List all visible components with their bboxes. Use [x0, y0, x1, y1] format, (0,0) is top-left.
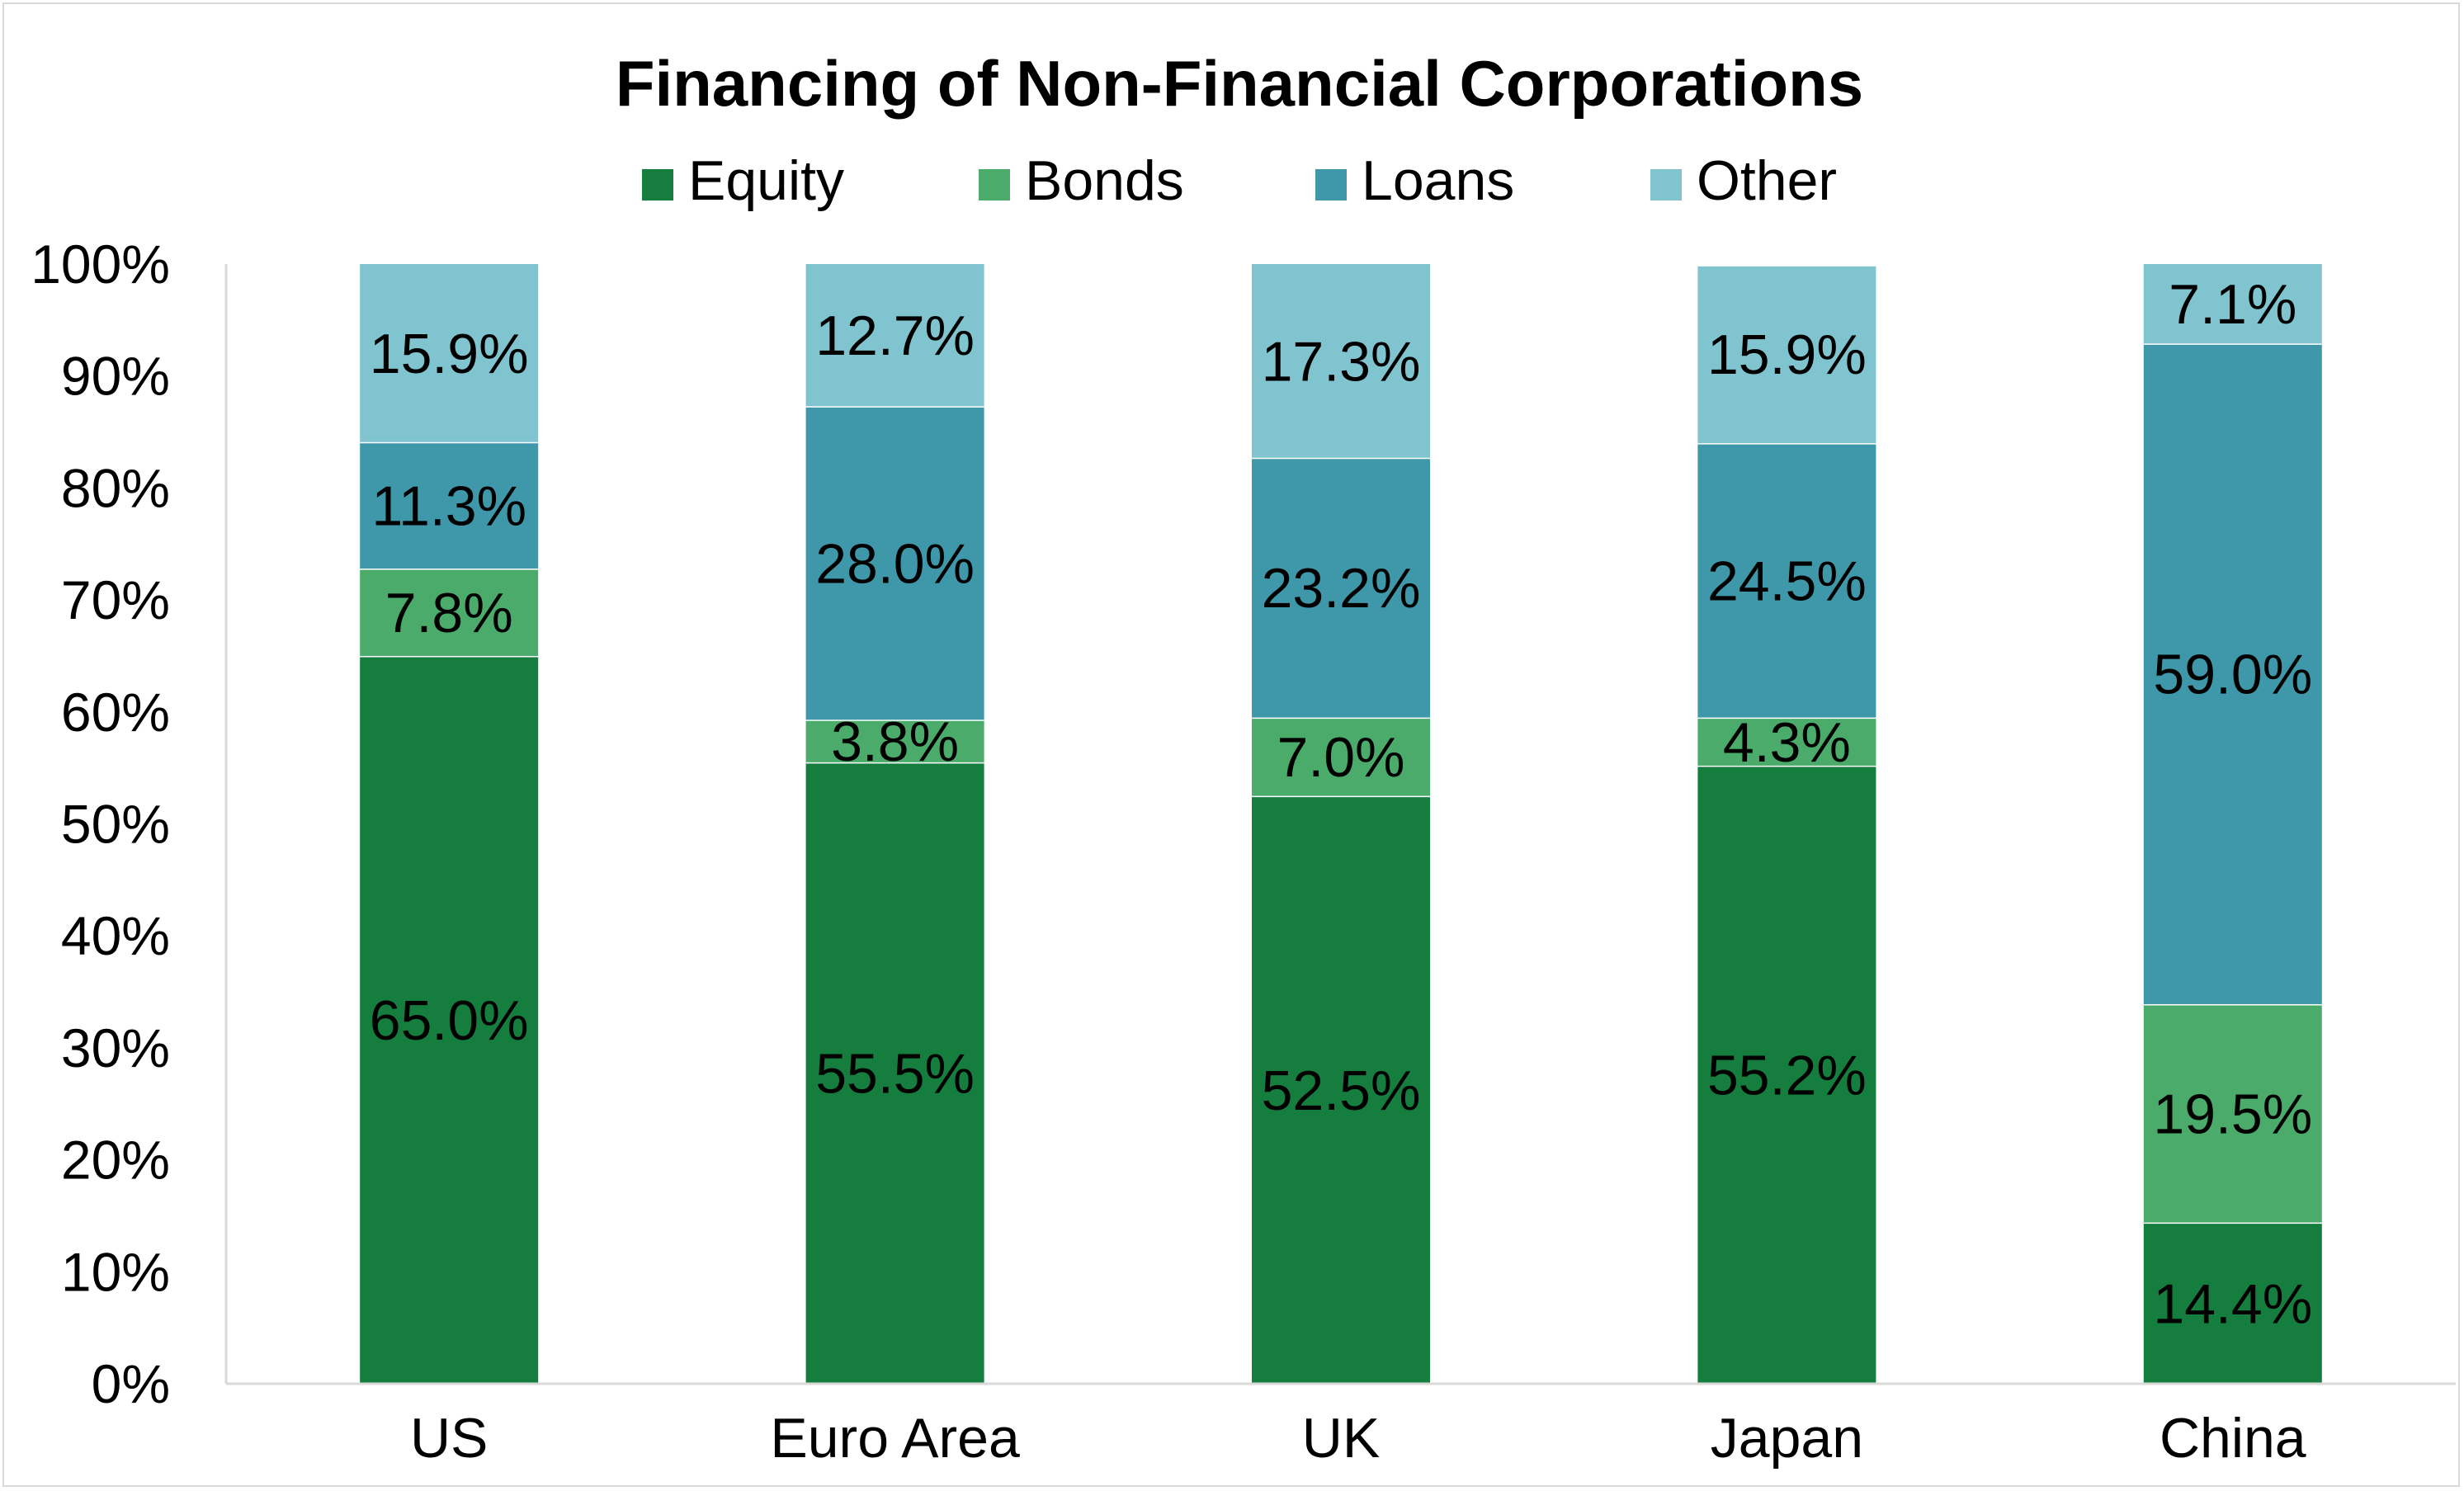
- legend-label-loans: Loans: [1362, 149, 1514, 212]
- x-axis: US Euro Area UK Japan China: [226, 1382, 2456, 1470]
- y-tick-label: 100%: [31, 234, 170, 295]
- bar-segment-other: [2143, 264, 2322, 344]
- x-tick-label: UK: [1302, 1407, 1380, 1470]
- x-tick-label: Euro Area: [770, 1407, 1020, 1470]
- data-label: 19.5%: [2153, 1083, 2312, 1145]
- data-label: 59.0%: [2153, 644, 2312, 706]
- bar-segment-other: [1252, 264, 1430, 458]
- legend-swatch-loans: [1315, 169, 1347, 201]
- data-label: 15.9%: [370, 323, 529, 385]
- y-tick-label: 50%: [61, 794, 170, 855]
- legend-label-other: Other: [1697, 149, 1837, 212]
- bar-segment-loans: [805, 406, 984, 720]
- legend-swatch-other: [1650, 169, 1682, 201]
- data-label: 65.0%: [370, 989, 529, 1052]
- data-label: 15.9%: [1707, 323, 1867, 386]
- bar-segment-equity: [805, 762, 984, 1384]
- data-label: 11.3%: [371, 474, 526, 537]
- data-label: 23.2%: [1262, 557, 1421, 620]
- bar-segment-loans: [1252, 457, 1430, 718]
- plot-area: 65.0% 7.8% 11.3% 15.9% 55.5% 3.8% 28.0% 12.7% 52…: [360, 263, 2322, 1384]
- bar-segment-equity: [2143, 1222, 2322, 1384]
- bar-segment-other: [1697, 265, 1876, 444]
- y-tick-label: 70%: [61, 569, 170, 630]
- data-label: 12.7%: [815, 304, 975, 367]
- legend-label-bonds: Bonds: [1025, 149, 1184, 212]
- legend-swatch-equity: [642, 169, 673, 201]
- data-label: 4.3%: [1723, 711, 1851, 774]
- x-tick-label: China: [2160, 1407, 2306, 1470]
- bar-segment-bonds: [805, 720, 984, 762]
- bar-segment-loans: [1697, 443, 1876, 718]
- bar-segment-bonds: [1252, 717, 1430, 796]
- bar-segment-equity: [1252, 795, 1430, 1384]
- bar-segment-bonds: [1697, 717, 1876, 766]
- bar-segment-equity: [360, 655, 539, 1384]
- data-label: 3.8%: [831, 710, 959, 773]
- bar-segment-other: [360, 264, 539, 442]
- data-label: 52.5%: [1262, 1059, 1421, 1122]
- y-tick-label: 40%: [61, 905, 170, 966]
- y-tick-label: 80%: [61, 457, 170, 518]
- bar-segment-equity: [1697, 765, 1876, 1384]
- y-axis: 0% 10% 20% 30% 40% 50% 60% 70% 80% 90% 100%: [31, 234, 228, 1414]
- legend-swatch-bonds: [979, 169, 1010, 201]
- y-tick-label: 60%: [61, 682, 170, 743]
- x-tick-label: Japan: [1711, 1407, 1863, 1470]
- data-label: 28.0%: [815, 532, 975, 595]
- data-label: 55.5%: [815, 1042, 975, 1105]
- data-label: 55.2%: [1707, 1044, 1867, 1106]
- y-tick-label: 10%: [61, 1241, 170, 1302]
- bar-segment-loans: [360, 441, 539, 569]
- y-tick-label: 90%: [61, 346, 170, 407]
- data-label: 14.4%: [2153, 1272, 2312, 1335]
- data-label: 24.5%: [1707, 550, 1867, 612]
- legend: Equity Bonds Loans Other: [642, 149, 1837, 212]
- y-tick-label: 0%: [92, 1353, 170, 1414]
- data-label: 17.3%: [1262, 330, 1421, 393]
- x-tick-label: US: [410, 1407, 488, 1470]
- legend-label-equity: Equity: [688, 149, 844, 212]
- data-label: 7.8%: [385, 582, 513, 644]
- data-label: 7.0%: [1277, 726, 1405, 789]
- chart-title: Financing of Non-Financial Corporations: [616, 47, 1863, 120]
- bar-segment-loans: [2143, 343, 2322, 1004]
- bar-segment-other: [805, 264, 984, 407]
- y-tick-label: 20%: [61, 1130, 170, 1191]
- bar-segment-bonds: [360, 569, 539, 656]
- data-label: 7.1%: [2169, 273, 2296, 336]
- bar-segment-bonds: [2143, 1003, 2322, 1223]
- y-tick-label: 30%: [61, 1017, 170, 1078]
